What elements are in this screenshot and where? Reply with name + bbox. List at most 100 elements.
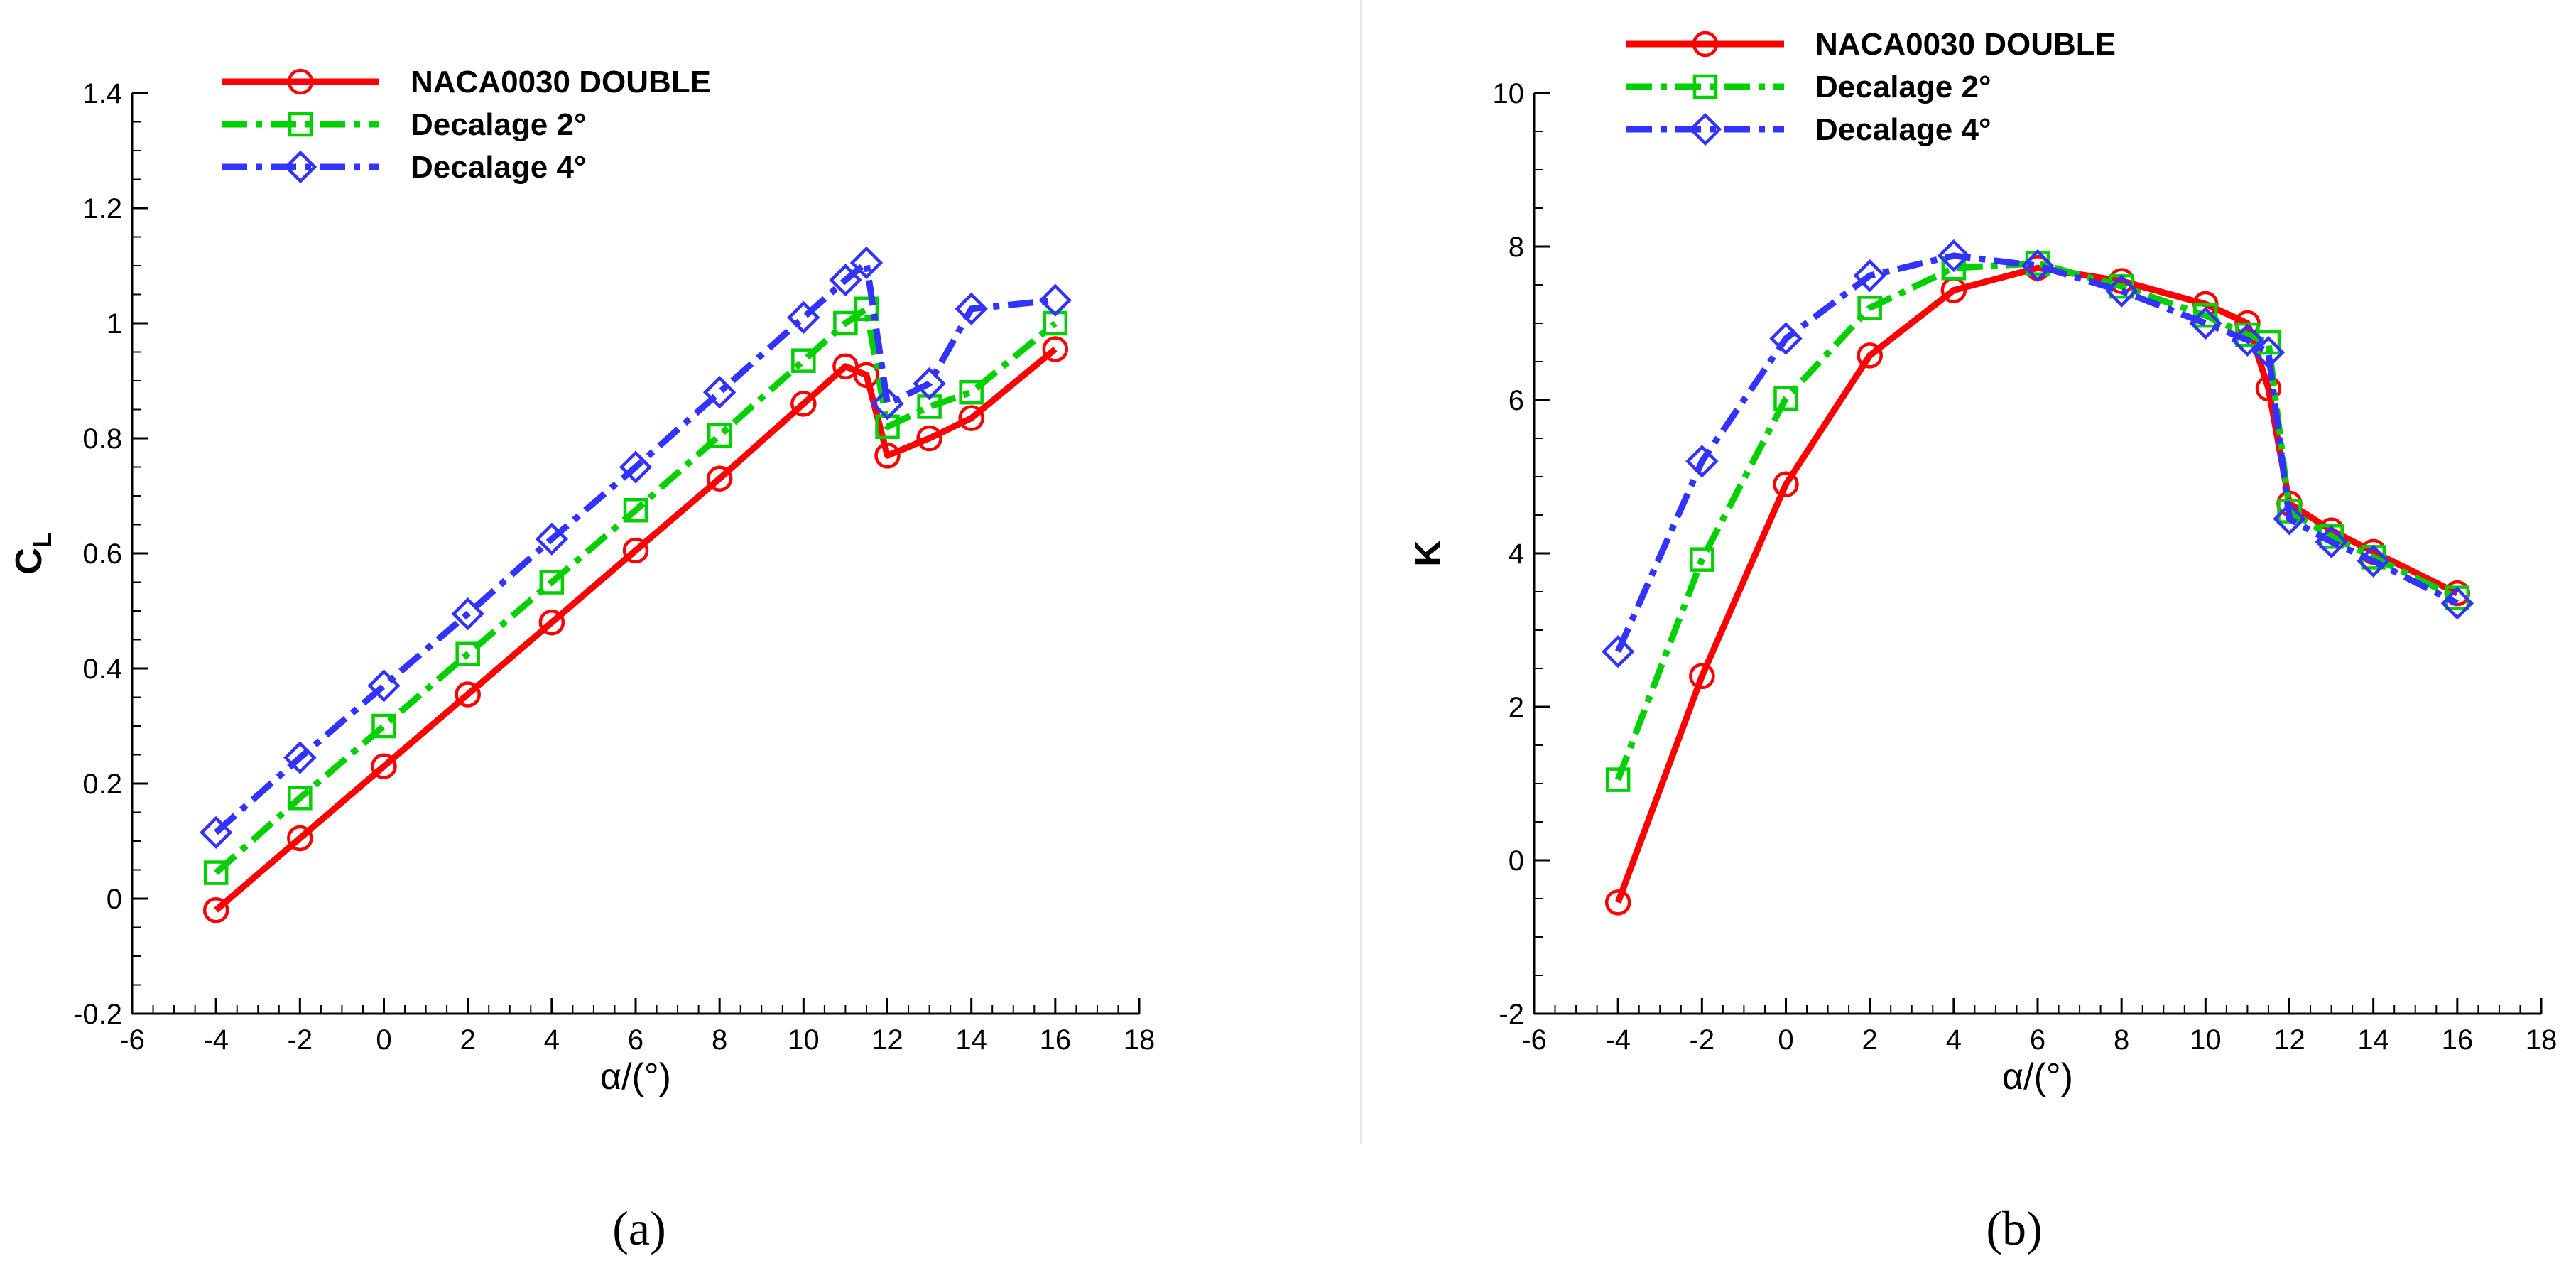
legend-marker <box>287 68 314 95</box>
legend-label: Decalage 4° <box>411 150 587 185</box>
data-point-square <box>833 310 858 336</box>
x-tick-label: 18 <box>2526 1024 2558 1056</box>
x-tick-label: -4 <box>203 1024 229 1056</box>
series-line-0 <box>214 346 1058 913</box>
x-tick-label: 2 <box>460 1024 476 1056</box>
y-tick-label: 6 <box>1509 385 1524 416</box>
x-tick-label: 6 <box>628 1024 643 1056</box>
data-point-diamond <box>1769 322 1803 355</box>
y-tick-label: 0.6 <box>82 538 122 570</box>
data-point-circle <box>287 825 313 852</box>
x-tick-label: 0 <box>376 1024 391 1056</box>
data-point-diamond <box>1937 239 1971 273</box>
x-tick-label: 10 <box>2190 1024 2222 1056</box>
data-point-diamond <box>2440 587 2474 620</box>
x-tick-label: 18 <box>1124 1024 1156 1056</box>
y-tick-label: 8 <box>1509 232 1524 263</box>
data-point-diamond <box>367 669 401 703</box>
x-tick-label: 4 <box>1946 1024 1962 1056</box>
data-point-circle <box>1042 336 1069 362</box>
data-point-circle <box>202 896 229 923</box>
y-tick-label: 1 <box>107 308 122 340</box>
series-line-2 <box>1615 252 2459 654</box>
y-tick-label: -0.2 <box>73 999 122 1030</box>
data-point-circle <box>853 362 880 389</box>
x-axis-title: α/(°) <box>2002 1056 2073 1098</box>
legend-label: Decalage 2° <box>411 107 587 142</box>
legend: NACA0030 DOUBLE Decalage 2° Decalage 4° <box>1626 27 2116 147</box>
data-point-diamond <box>913 367 946 401</box>
y-tick-label: 4 <box>1509 538 1524 570</box>
y-tick-label: -2 <box>1499 999 1524 1030</box>
data-point-square <box>371 713 396 739</box>
x-tick-label: -6 <box>1521 1024 1547 1056</box>
x-tick-label: 12 <box>2273 1024 2305 1056</box>
data-point-square <box>623 498 648 523</box>
y-axis-title-main: C <box>9 548 50 575</box>
y-axis-title: K <box>1408 540 1449 567</box>
y-axis-title: CL <box>9 532 57 575</box>
series-2 <box>199 246 1072 850</box>
legend-marker <box>1688 112 1722 146</box>
data-point-square <box>2193 303 2218 328</box>
data-point-circle <box>1689 663 1715 690</box>
y-tick-label: 2 <box>1509 692 1524 723</box>
data-point-diamond <box>535 522 569 556</box>
data-point-diamond <box>787 300 820 335</box>
chart-panel-a: -6 -4 -2 0 2 4 6 8 10 12 14 16 18 -0.2 0 0.2 0.4 0.6 0.8 1 1… <box>9 65 1155 1255</box>
x-tick-label: 10 <box>788 1024 820 1056</box>
data-point-square <box>959 379 984 405</box>
data-point-circle <box>1857 342 1883 369</box>
data-point-circle <box>1604 889 1631 916</box>
data-point-square <box>288 786 313 811</box>
data-point-square <box>455 641 480 666</box>
data-point-diamond <box>1038 283 1072 317</box>
data-point-circle <box>371 753 397 779</box>
data-point-diamond <box>2357 544 2390 578</box>
data-point-diamond <box>955 292 988 325</box>
legend-label: Decalage 4° <box>1815 112 1991 147</box>
data-point-circle <box>958 405 984 431</box>
x-tick-label: 14 <box>955 1024 987 1056</box>
data-point-square <box>1690 547 1714 572</box>
legend-marker <box>1692 74 1718 99</box>
legend-marker <box>1692 31 1719 58</box>
subcaption: (b) <box>1986 1201 2042 1255</box>
x-axis-title: α/(°) <box>600 1056 671 1098</box>
x-tick-label: 4 <box>544 1024 560 1056</box>
data-point-diamond <box>2021 249 2055 283</box>
subcaption: (a) <box>612 1201 665 1255</box>
data-point-diamond <box>2231 323 2264 357</box>
y-axis-title-main: K <box>1408 540 1449 567</box>
chart-panel-b: -6 -4 -2 0 2 4 6 8 10 12 14 16 18 -2 0 2 4 6 8 10 α/(°) K NACA… <box>1408 27 2557 1255</box>
x-tick-label: 2 <box>1862 1024 1878 1056</box>
data-point-diamond <box>1685 445 1719 478</box>
x-tick-label: 8 <box>2114 1024 2129 1056</box>
data-point-diamond <box>829 264 862 297</box>
data-point-diamond <box>2273 502 2306 536</box>
y-tick-label: 0 <box>1509 845 1524 877</box>
legend-label: Decalage 2° <box>1815 70 1991 104</box>
series-0 <box>202 336 1069 923</box>
data-point-diamond <box>2315 525 2348 558</box>
data-point-square <box>791 348 816 373</box>
data-point-square <box>539 570 565 595</box>
y-tick-label: 1.2 <box>82 193 122 224</box>
data-point-diamond <box>2251 335 2286 369</box>
data-point-circle <box>622 537 649 564</box>
x-tick-label: 16 <box>1040 1024 1072 1056</box>
x-tick-label: -6 <box>119 1024 145 1056</box>
x-tick-label: 0 <box>1778 1024 1793 1056</box>
data-point-square <box>1605 767 1631 792</box>
series-2 <box>1601 239 2474 668</box>
x-tick-label: 14 <box>2357 1024 2389 1056</box>
legend-marker <box>283 150 317 184</box>
y-tick-label: 10 <box>1493 78 1525 109</box>
data-point-diamond <box>283 741 317 774</box>
x-tick-label: -2 <box>288 1024 313 1056</box>
data-point-square <box>1857 296 1882 320</box>
y-axis-title-subscript: L <box>28 532 57 548</box>
data-point-diamond <box>849 246 884 280</box>
